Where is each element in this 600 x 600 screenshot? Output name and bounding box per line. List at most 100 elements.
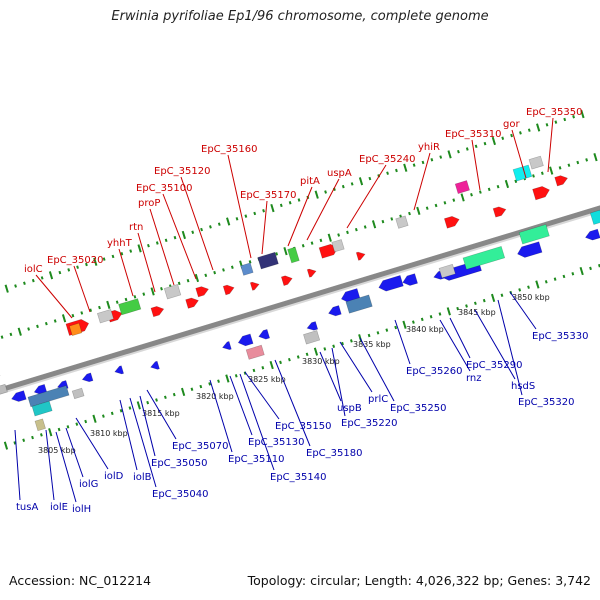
minor-tick: [349, 339, 353, 343]
callout-line: [73, 265, 91, 313]
gene-label-top: EpC_35120: [154, 166, 210, 177]
minor-tick: [177, 281, 181, 286]
major-tick: [92, 414, 97, 423]
minus-strand-gene: [378, 275, 404, 292]
minus-strand-gene: [114, 365, 125, 375]
gene-label-bottom: tusA: [16, 502, 38, 513]
gene-feature: [454, 180, 470, 194]
callout-line: [239, 373, 275, 471]
gene-label-bottom: EpC_35250: [390, 403, 446, 414]
minor-tick: [204, 273, 208, 278]
kbp-tick-label: 3830 kbp: [302, 357, 340, 366]
minor-tick: [80, 311, 84, 315]
gene-feature: [438, 263, 456, 279]
gene-feature: [34, 418, 46, 432]
callout-line: [394, 319, 411, 365]
callout-line: [139, 395, 156, 457]
gene-feature: [462, 245, 506, 270]
minor-tick: [558, 166, 562, 170]
minor-tick: [425, 206, 429, 210]
minor-tick: [208, 382, 212, 386]
minor-tick: [376, 331, 380, 335]
gene-feature: [0, 383, 8, 395]
minor-tick: [172, 392, 176, 397]
minor-tick: [297, 198, 301, 202]
minor-tick: [146, 400, 150, 405]
major-tick: [48, 428, 53, 437]
major-tick: [327, 233, 332, 242]
upper-tick-row: [0, 153, 598, 339]
gene-label-top: EpC_35240: [359, 154, 415, 165]
minor-tick: [562, 274, 566, 279]
kbp-tick-label: 3825 kbp: [248, 375, 286, 384]
major-tick: [3, 441, 9, 450]
major-tick: [504, 179, 510, 189]
minor-tick: [572, 115, 575, 119]
callout-line: [319, 351, 342, 402]
gene-label-bottom: EpC_35110: [228, 454, 284, 465]
minor-tick: [474, 144, 478, 149]
major-tick: [194, 273, 200, 283]
minor-tick: [124, 297, 128, 302]
callout-line: [449, 317, 471, 359]
plus-strand-gene: [0, 372, 1, 383]
minor-tick: [119, 408, 123, 413]
gene-feature: [69, 322, 83, 337]
minor-tick: [275, 252, 279, 256]
minor-tick: [36, 324, 39, 329]
gene-feature: [245, 344, 265, 360]
minor-tick: [98, 305, 101, 310]
minor-tick: [27, 327, 31, 331]
minus-strand-gene: [517, 241, 543, 258]
minor-tick: [213, 270, 217, 275]
minor-tick: [102, 257, 106, 261]
minor-tick: [155, 241, 159, 245]
gene-label-top: yhhT: [107, 238, 133, 249]
minus-strand-gene: [11, 390, 27, 402]
gene-label-top: EpC_35160: [201, 144, 257, 155]
minor-tick: [186, 278, 190, 283]
major-tick: [535, 280, 540, 289]
minor-tick: [133, 295, 137, 299]
minor-tick: [478, 190, 482, 194]
major-tick: [403, 163, 408, 172]
minus-strand-gene: [222, 341, 232, 350]
minus-strand-gene: [33, 383, 48, 396]
major-tick: [283, 247, 288, 256]
minor-tick: [337, 233, 341, 237]
callout-line: [244, 371, 280, 420]
top-tick-row: [4, 109, 585, 293]
gene-label-top: yhiR: [418, 142, 440, 153]
callout-line: [55, 431, 77, 503]
minor-tick: [287, 357, 291, 362]
callout-line: [65, 427, 84, 478]
gene-feature: [345, 294, 373, 314]
major-tick: [593, 153, 598, 162]
minor-tick: [434, 203, 438, 208]
gene-label-top: gor: [503, 119, 520, 130]
minor-tick: [532, 174, 535, 178]
callout-line: [227, 154, 252, 259]
minor-tick: [244, 214, 248, 218]
minor-tick: [457, 149, 460, 154]
minor-tick: [261, 366, 265, 370]
minor-tick: [209, 225, 212, 229]
minor-tick: [217, 222, 221, 226]
accession-text: Accession: NC_012214: [9, 573, 152, 588]
minor-tick: [53, 319, 57, 323]
major-tick: [549, 166, 554, 175]
callout-line: [287, 186, 313, 247]
minor-tick: [22, 438, 26, 442]
minor-tick: [385, 328, 389, 332]
gene-label-bottom: EpC_35150: [275, 421, 331, 432]
plus-strand-gene: [249, 281, 260, 291]
minor-tick: [554, 120, 558, 124]
major-tick: [579, 266, 584, 276]
minor-tick: [438, 312, 442, 316]
minor-tick: [518, 288, 522, 292]
minor-tick: [44, 321, 48, 326]
gene-label-bottom: iolE: [50, 502, 68, 513]
lower-tick-row: [3, 263, 600, 450]
minor-tick: [115, 300, 119, 304]
